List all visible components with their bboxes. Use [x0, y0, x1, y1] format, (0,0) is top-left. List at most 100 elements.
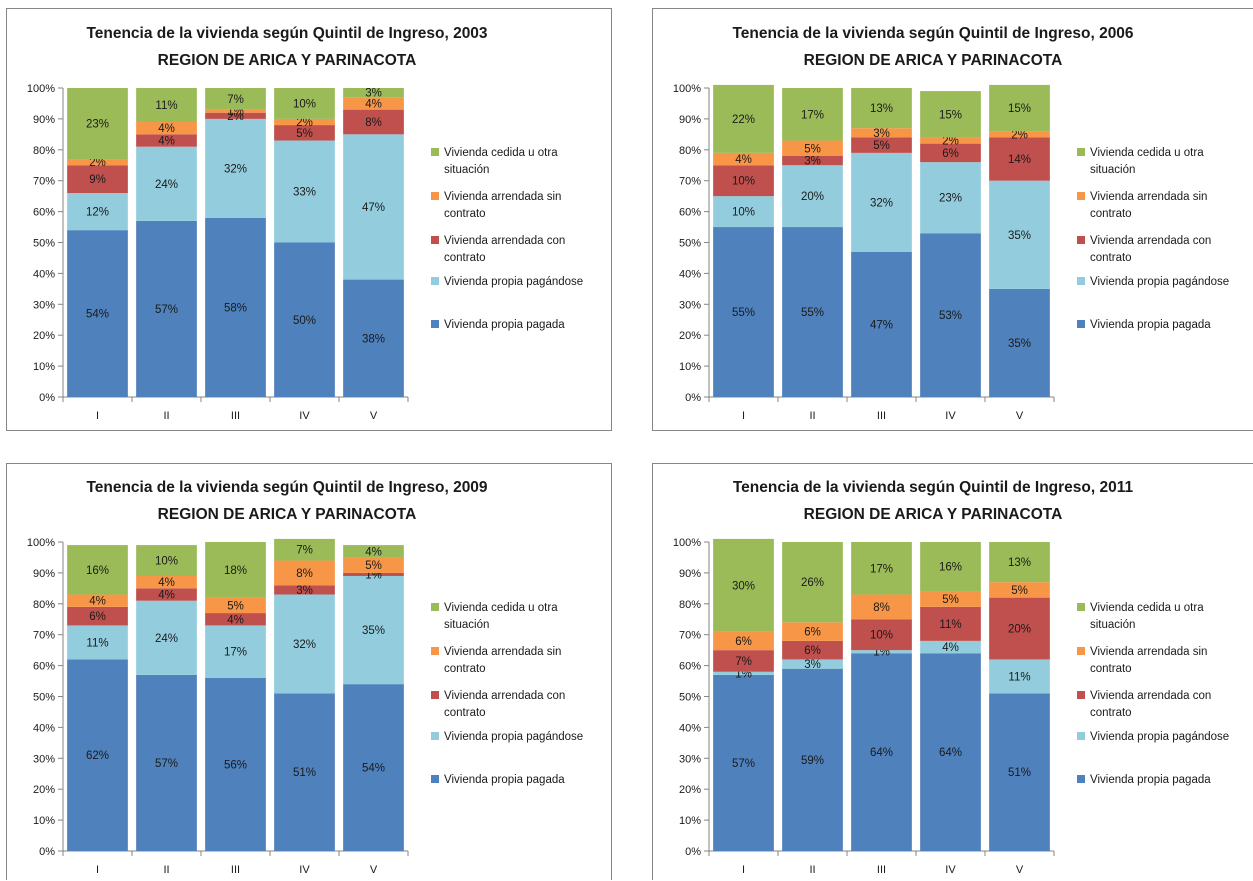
- bar-segment: [136, 121, 197, 135]
- data-label: 2%: [1011, 129, 1028, 141]
- x-tick-label: I: [96, 410, 99, 422]
- legend-label: Vivienda arrendada sin: [444, 191, 561, 203]
- bar-segment: [136, 88, 197, 122]
- bar-segment: [989, 659, 1050, 694]
- data-label: 26%: [801, 577, 824, 589]
- data-label: 62%: [86, 750, 109, 762]
- legend-label: Vivienda arrendada con: [444, 235, 565, 247]
- data-label: 5%: [1011, 585, 1028, 597]
- legend-label: Vivienda propia pagada: [444, 319, 565, 331]
- y-tick-label: 100%: [673, 537, 701, 549]
- bar-segment: [67, 625, 128, 660]
- bar-segment: [782, 140, 843, 156]
- data-label: 13%: [870, 103, 893, 115]
- legend-label: situación: [1090, 619, 1135, 631]
- bar-segment: [989, 582, 1050, 598]
- bar-segment: [343, 684, 404, 851]
- bar-segment: [274, 242, 335, 397]
- bar-segment: [205, 118, 266, 218]
- y-tick-label: 70%: [679, 630, 701, 642]
- x-tick-label: I: [742, 410, 745, 422]
- legend-label: Vivienda arrendada sin: [444, 646, 561, 658]
- data-label: 4%: [365, 546, 382, 558]
- legend-swatch: [1077, 603, 1085, 611]
- y-tick-label: 30%: [679, 299, 701, 311]
- legend-label: Vivienda arrendada con: [1090, 235, 1211, 247]
- bar-segment: [989, 84, 1050, 132]
- bar-segment: [713, 674, 774, 851]
- bar-segment: [782, 155, 843, 166]
- bar-segment: [205, 613, 266, 626]
- y-tick-label: 40%: [33, 268, 55, 280]
- bar-segment: [920, 591, 981, 607]
- bar-segment: [67, 230, 128, 397]
- data-label: 50%: [293, 315, 316, 327]
- data-label: 12%: [86, 207, 109, 219]
- legend-swatch: [1077, 691, 1085, 699]
- stacked-bar-chart-2003: Tenencia de la vivienda según Quintil de…: [27, 25, 583, 422]
- data-label: 51%: [1008, 767, 1031, 779]
- bar-segment: [136, 588, 197, 601]
- y-tick-label: 0%: [685, 846, 701, 858]
- data-label: 51%: [293, 767, 316, 779]
- legend-label: contrato: [1090, 663, 1132, 675]
- legend-swatch: [1077, 148, 1085, 156]
- legend-swatch: [431, 691, 439, 699]
- data-label: 32%: [870, 197, 893, 209]
- data-label: 55%: [732, 307, 755, 319]
- chart-panel-2009: Tenencia de la vivienda según Quintil de…: [6, 463, 612, 880]
- y-tick-label: 50%: [33, 692, 55, 704]
- bar-segment: [136, 545, 197, 576]
- bar-segment: [274, 538, 335, 561]
- data-label: 17%: [870, 563, 893, 575]
- x-tick-label: V: [370, 410, 378, 422]
- bar-segment: [920, 137, 981, 144]
- bar-segment: [274, 693, 335, 851]
- legend-label: Vivienda arrendada con: [444, 690, 565, 702]
- y-tick-label: 90%: [679, 568, 701, 580]
- x-tick-label: I: [96, 864, 99, 876]
- data-label: 22%: [732, 114, 755, 126]
- bar-segment: [920, 233, 981, 397]
- data-label: 15%: [1008, 103, 1031, 115]
- chart-subtitle: REGION DE ARICA Y PARINACOTA: [158, 52, 417, 69]
- legend-label: Vivienda propia pagada: [1090, 774, 1211, 786]
- legend-label: contrato: [444, 208, 486, 220]
- data-label: 3%: [873, 128, 890, 140]
- y-tick-label: 70%: [33, 176, 55, 188]
- legend-label: contrato: [1090, 252, 1132, 264]
- bar-segment: [713, 165, 774, 197]
- chart-title: Tenencia de la vivienda según Quintil de…: [732, 25, 1133, 42]
- x-tick-label: III: [231, 864, 240, 876]
- y-tick-label: 80%: [679, 145, 701, 157]
- y-tick-label: 0%: [39, 846, 55, 858]
- y-tick-label: 60%: [33, 661, 55, 673]
- y-tick-label: 20%: [33, 330, 55, 342]
- data-label: 23%: [939, 193, 962, 205]
- bar-segment: [782, 88, 843, 141]
- bar-segment: [205, 112, 266, 119]
- data-label: 53%: [939, 310, 962, 322]
- legend-swatch: [431, 603, 439, 611]
- y-tick-label: 30%: [33, 753, 55, 765]
- bar-segment: [343, 572, 404, 576]
- y-tick-label: 10%: [679, 815, 701, 827]
- legend-label: Vivienda propia pagada: [444, 774, 565, 786]
- bar-segment: [274, 118, 335, 126]
- data-label: 64%: [939, 747, 962, 759]
- y-tick-label: 0%: [685, 392, 701, 404]
- data-label: 11%: [939, 619, 961, 631]
- bar-segment: [205, 677, 266, 851]
- legend-label: Vivienda cedida u otra: [444, 602, 558, 614]
- legend-swatch: [1077, 192, 1085, 200]
- y-tick-label: 80%: [679, 599, 701, 611]
- data-label: 35%: [362, 625, 385, 637]
- data-label: 9%: [89, 174, 106, 186]
- bar-segment: [851, 88, 912, 129]
- data-label: 57%: [155, 758, 178, 770]
- bar-segment: [67, 594, 128, 607]
- chart-subtitle: REGION DE ARICA Y PARINACOTA: [158, 506, 417, 523]
- bar-segment: [782, 542, 843, 623]
- data-label: 2%: [227, 111, 244, 123]
- bar-segment: [851, 128, 912, 138]
